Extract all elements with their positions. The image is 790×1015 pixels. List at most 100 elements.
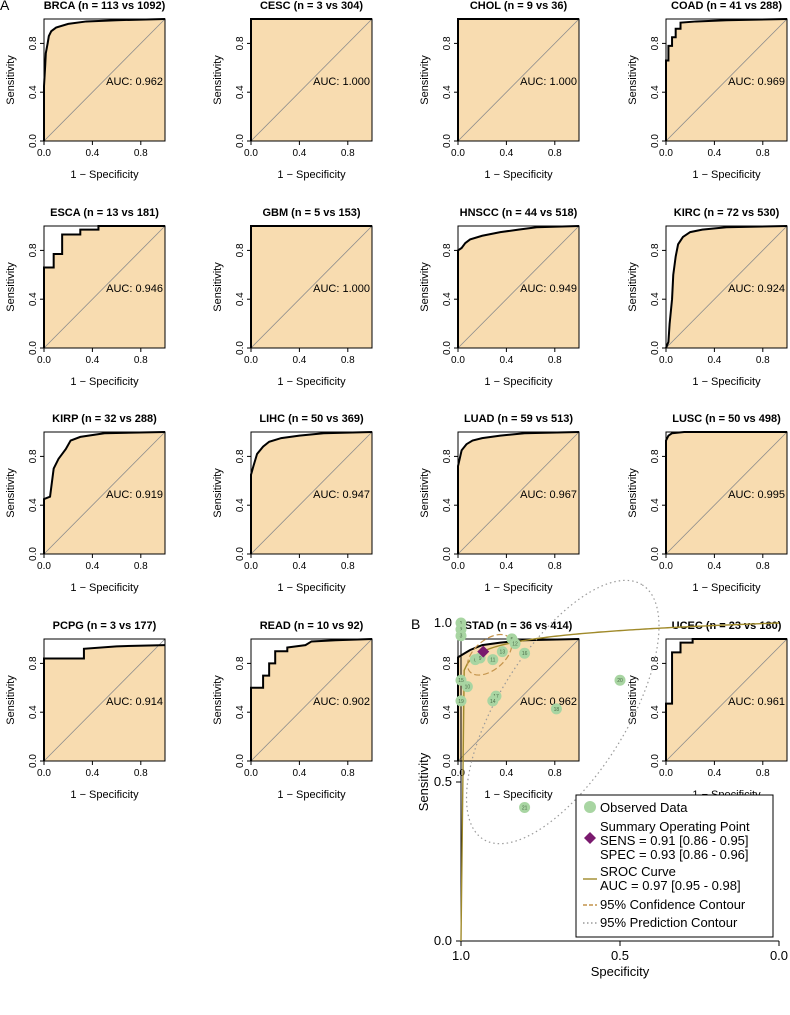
panel-label-a: A <box>0 0 10 13</box>
x-tick-label: 0.8 <box>548 355 562 366</box>
auc-label: AUC: 0.967 <box>520 489 577 501</box>
x-tick-label: 0.4 <box>85 768 99 779</box>
roc-curve <box>665 638 787 761</box>
panel-title: CHOL (n = 9 vs 36) <box>470 0 568 12</box>
x-tick-label: 0.0 <box>244 148 258 159</box>
y-tick-label: 0.8 <box>235 449 246 463</box>
y-tick-label: 0.8 <box>650 449 661 463</box>
observed-point-label: 19 <box>458 699 464 705</box>
x-tick-label: 0.4 <box>499 768 513 779</box>
plot-frame <box>665 225 788 349</box>
x-tick-label: 0.0 <box>659 561 673 572</box>
y-tick-label: 0.8 <box>28 243 39 257</box>
x-axis-title: 1 − Specificity <box>70 376 139 388</box>
x-axis-title: 1 − Specificity <box>277 169 346 181</box>
y-tick-label: 0.8 <box>235 243 246 257</box>
panel-title: ESCA (n = 13 vs 181) <box>50 207 159 219</box>
plot-frame <box>665 431 788 555</box>
roc-panel: LIHC (n = 50 vs 369) AUC: 0.947 0.0 0.4 0.8 0… <box>212 413 373 594</box>
observed-point <box>455 630 467 642</box>
sroc-plot: 1.0 0.5 0.00.00.51.0SpecificitySensitivity… <box>416 579 788 979</box>
auc-label: AUC: 0.961 <box>728 696 785 708</box>
x-tick-label: 0.4 <box>85 148 99 159</box>
y-tick-label: 0.4 <box>442 85 453 99</box>
diagonal-line <box>665 431 788 555</box>
x-tick-label: 0.0 <box>37 355 51 366</box>
y-axis-title: Sensitivity <box>212 262 224 312</box>
y-tick-label: 0.4 <box>442 498 453 512</box>
roc-panel: UCEC (n = 23 vs 180) AUC: 0.961 0.0 0.4 0.8 0… <box>627 620 788 801</box>
y-tick-label: 0.8 <box>442 36 453 50</box>
roc-panel: KIRP (n = 32 vs 288) AUC: 0.919 0.0 0.4 0.8 0… <box>5 413 166 594</box>
roc-panel: STAD (n = 36 vs 414) AUC: 0.962 0.0 0.4 0.8 0… <box>419 620 580 801</box>
panel-title: HNSCC (n = 44 vs 518) <box>460 207 578 219</box>
observed-point-label: 18 <box>554 707 560 713</box>
observed-point-label: 10 <box>465 685 471 691</box>
y-axis-title: Sensitivity <box>212 675 224 725</box>
diagonal-line <box>250 431 373 555</box>
x-tick-label: 0.8 <box>341 768 355 779</box>
y-tick-label: 0.0 <box>235 754 246 768</box>
summary-point <box>477 645 490 658</box>
legend-box <box>575 794 774 938</box>
roc-panel: LUSC (n = 50 vs 498) AUC: 0.995 0.0 0.4 0.8 0… <box>627 413 788 594</box>
x-tick-label: 0.0 <box>244 561 258 572</box>
y-tick-label: 0.0 <box>650 754 661 768</box>
y-axis-title: Sensitivity <box>627 262 639 312</box>
auc-label: AUC: 0.914 <box>106 696 163 708</box>
y-tick-label: 0.4 <box>235 498 246 512</box>
panel-title: LUSC (n = 50 vs 498) <box>672 413 781 425</box>
diagonal-line <box>665 18 788 142</box>
roc-grid: BRCA (n = 113 vs 1092) AUC: 0.962 0.0 0.4 0.… <box>5 0 788 801</box>
y-axis-title: Sensitivity <box>627 675 639 725</box>
auc-label: AUC: 0.946 <box>106 283 163 295</box>
y-tick-label: 0.8 <box>442 656 453 670</box>
roc-curve <box>457 431 580 554</box>
legend-observed-symbol <box>584 801 596 813</box>
x-tick-label: 0.4 <box>707 148 721 159</box>
auc-label: AUC: 0.924 <box>728 283 785 295</box>
y-tick-label: 0.8 <box>235 36 246 50</box>
roc-curve <box>250 431 373 554</box>
x-tick-label: 0.0 <box>770 948 788 963</box>
legend-confidence-label: 95% Confidence Contour <box>600 897 746 912</box>
x-tick-label: 0.4 <box>85 561 99 572</box>
y-tick-label: 0.0 <box>434 933 452 948</box>
auc-label: AUC: 1.000 <box>520 76 577 88</box>
y-tick-label: 0.4 <box>650 498 661 512</box>
observed-point <box>519 801 531 813</box>
panel-title: KIRP (n = 32 vs 288) <box>52 413 157 425</box>
observed-point <box>614 674 626 686</box>
x-tick-label: 0.8 <box>756 768 770 779</box>
x-tick-label: 0.4 <box>292 148 306 159</box>
y-tick-label: 0.0 <box>650 341 661 355</box>
x-tick-label: 0.4 <box>292 355 306 366</box>
y-tick-label: 0.0 <box>650 547 661 561</box>
y-tick-label: 0.8 <box>650 243 661 257</box>
y-axis-title: Sensitivity <box>419 262 431 312</box>
diagonal-line <box>43 18 166 142</box>
x-tick-label: 0.8 <box>756 148 770 159</box>
roc-panel: BRCA (n = 113 vs 1092) AUC: 0.962 0.0 0.4 0.… <box>5 0 166 181</box>
plot-frame <box>43 431 166 555</box>
x-tick-label: 0.4 <box>499 355 513 366</box>
x-tick-label: 0.8 <box>756 355 770 366</box>
roc-panel: HNSCC (n = 44 vs 518) AUC: 0.949 0.0 0.4 0.8… <box>419 207 580 388</box>
y-tick-label: 0.0 <box>442 341 453 355</box>
observed-point <box>487 695 499 707</box>
x-tick-label: 0.8 <box>341 148 355 159</box>
panel-title: UCEC (n = 23 vs 180) <box>672 620 782 632</box>
y-tick-label: 0.0 <box>28 341 39 355</box>
diagonal-line <box>250 638 373 762</box>
roc-curve <box>43 18 166 141</box>
x-axis-title: 1 − Specificity <box>692 169 761 181</box>
x-axis-title: 1 − Specificity <box>70 169 139 181</box>
x-axis-title: 1 − Specificity <box>277 789 346 801</box>
observed-point <box>487 654 499 666</box>
observed-point-label: 9 <box>479 656 482 662</box>
diagonal-line <box>457 225 580 349</box>
panel-label-b: B <box>411 616 420 632</box>
roc-panel: CHOL (n = 9 vs 36) AUC: 1.000 0.0 0.4 0.8 0.0… <box>419 0 580 181</box>
